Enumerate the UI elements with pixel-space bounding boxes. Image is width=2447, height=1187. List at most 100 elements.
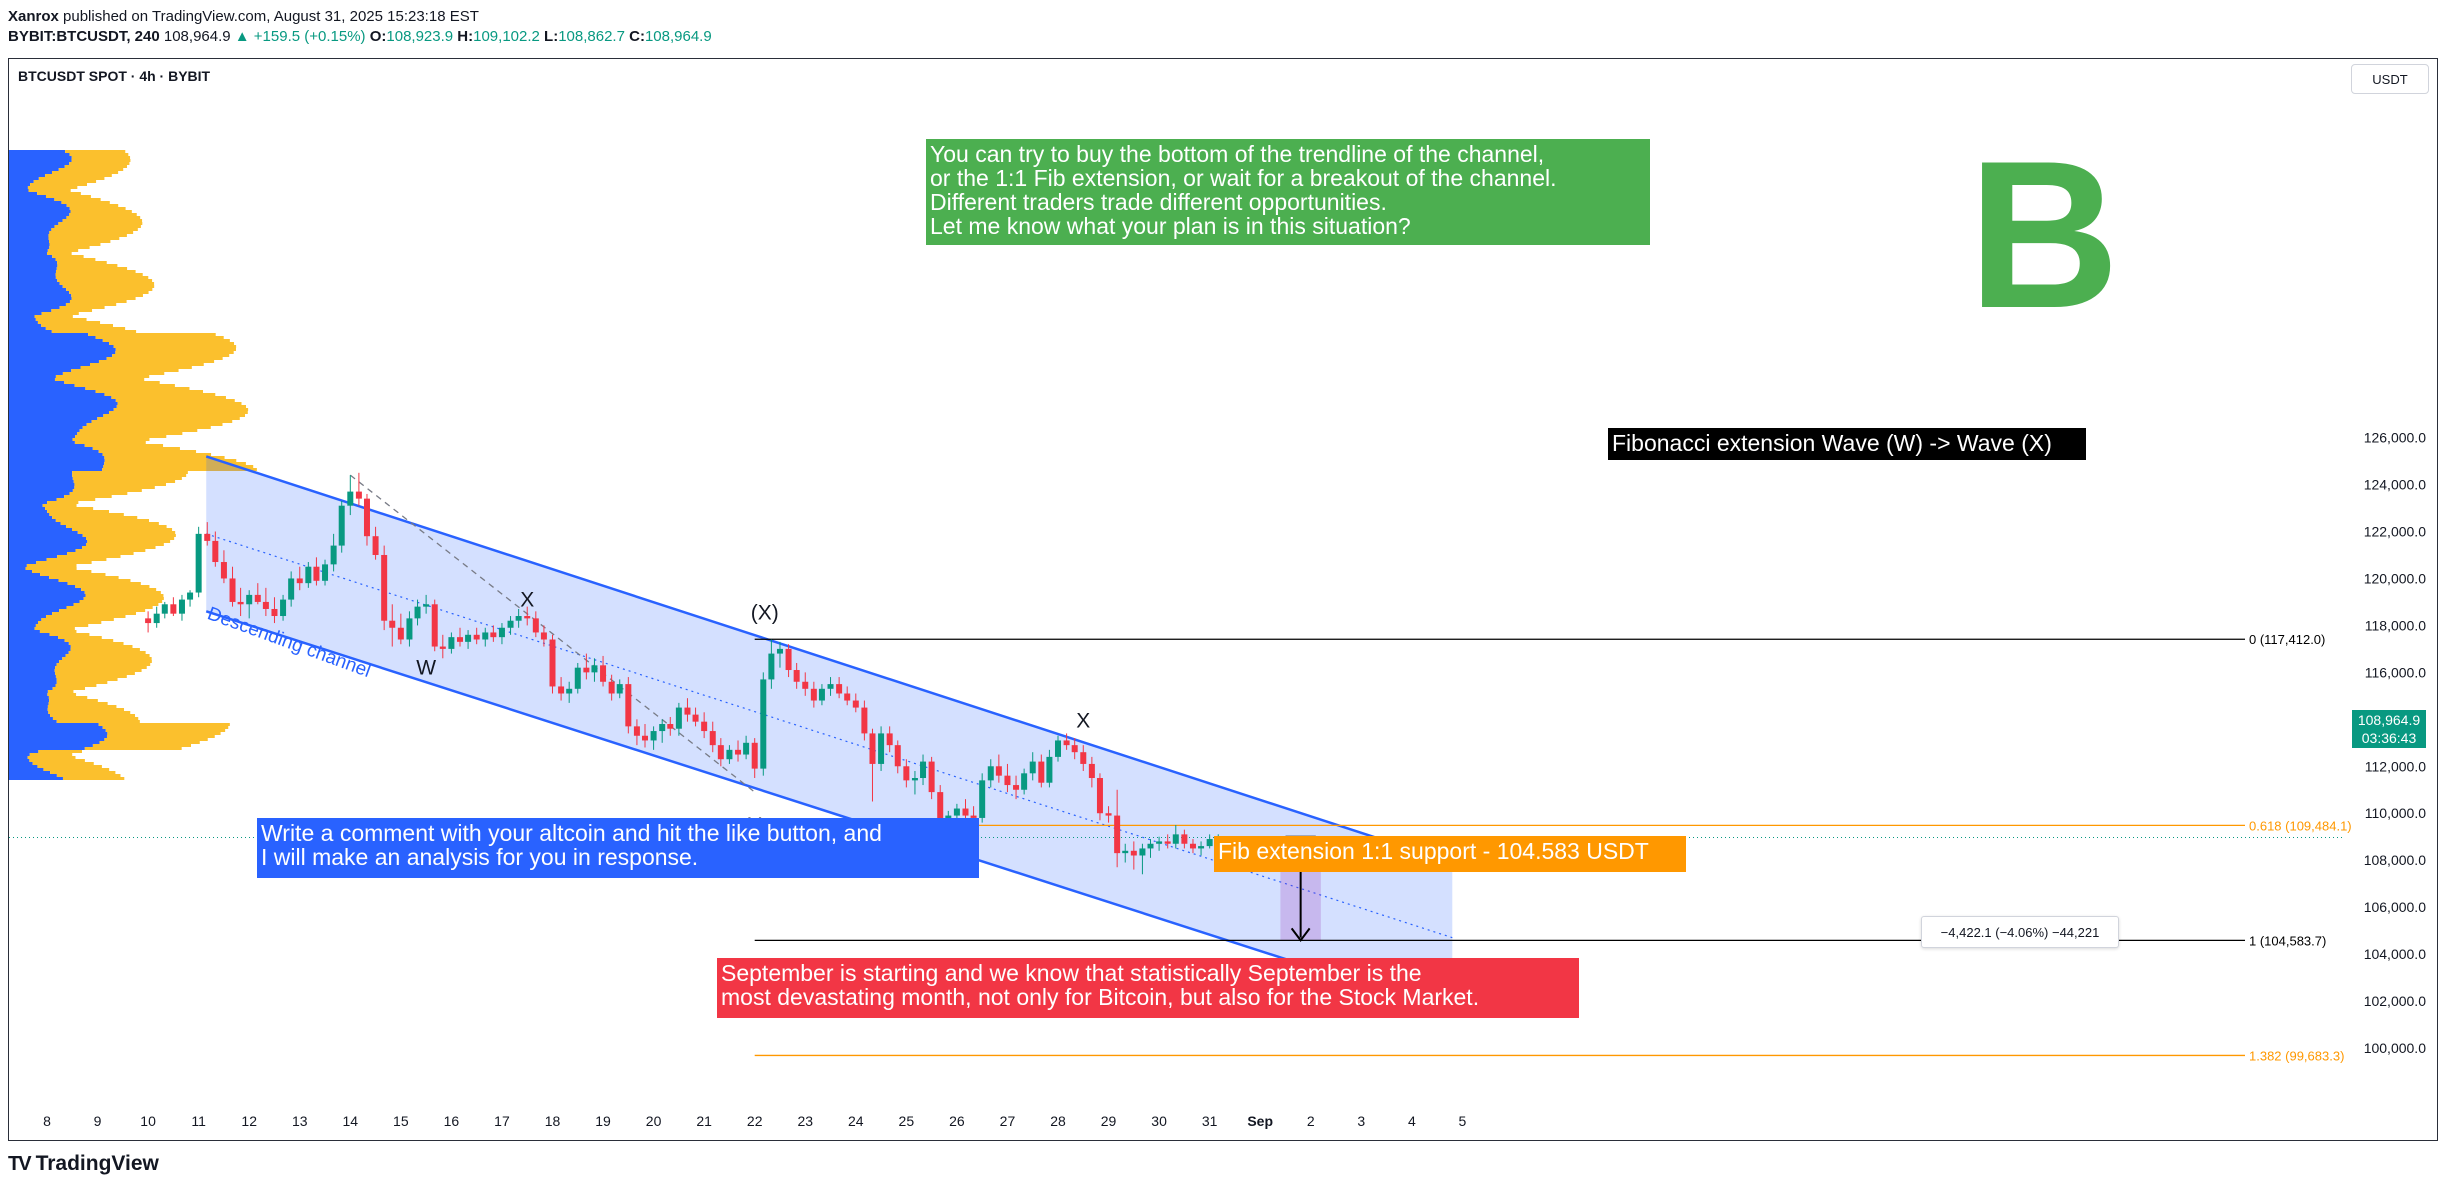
candle-body bbox=[625, 684, 632, 727]
volume-profile-bar bbox=[9, 261, 58, 264]
volume-profile-bar bbox=[37, 621, 102, 624]
candle-body bbox=[1080, 752, 1087, 764]
volume-profile-bar bbox=[28, 189, 71, 192]
volume-profile-bar bbox=[9, 612, 53, 615]
volume-profile-bar bbox=[9, 408, 114, 411]
volume-profile-bar bbox=[9, 561, 37, 564]
volume-profile-bar bbox=[116, 405, 246, 408]
publisher-name[interactable]: Xanrox bbox=[8, 8, 59, 25]
volume-profile-bar bbox=[30, 183, 87, 186]
volume-profile-bar bbox=[47, 252, 72, 255]
volume-profile-bar bbox=[48, 696, 88, 699]
candle-body bbox=[305, 566, 312, 584]
volume-profile-bar bbox=[65, 303, 117, 306]
volume-profile-bar bbox=[9, 300, 70, 303]
volume-profile-bar bbox=[9, 759, 30, 762]
volume-profile-bar bbox=[34, 627, 75, 630]
note-fib-support: Fib extension 1:1 support - 104.583 USDT bbox=[1214, 836, 1686, 872]
candle-body bbox=[642, 735, 649, 741]
time-tick-label: Sep bbox=[1247, 1113, 1273, 1129]
currency-selector[interactable]: USDT bbox=[2351, 64, 2429, 94]
volume-profile-bar bbox=[9, 570, 33, 573]
ohlc-line: BYBIT:BTCUSDT, 240 108,964.9 ▲ +159.5 (+… bbox=[8, 28, 712, 45]
volume-profile-bar bbox=[9, 723, 99, 726]
publish-info: Xanrox published on TradingView.com, Aug… bbox=[8, 8, 479, 25]
candle-body bbox=[583, 667, 590, 673]
note-red: September is starting and we know that s… bbox=[717, 958, 1579, 1018]
volume-profile-bar bbox=[9, 219, 63, 222]
volume-profile-bar bbox=[113, 345, 237, 348]
tradingview-footer[interactable]: TV TradingView bbox=[8, 1152, 159, 1176]
volume-profile-bar bbox=[9, 327, 46, 330]
volume-profile-bar bbox=[9, 708, 48, 711]
tradingview-logo: TV bbox=[8, 1152, 32, 1175]
volume-profile-bar bbox=[9, 687, 53, 690]
volume-profile-bar bbox=[43, 768, 110, 771]
volume-profile-bar bbox=[9, 201, 62, 204]
close-value: 108,964.9 bbox=[644, 28, 712, 45]
volume-profile-bar bbox=[9, 369, 72, 372]
volume-profile-bar bbox=[47, 708, 125, 711]
candle-body bbox=[836, 684, 843, 694]
volume-profile-bar bbox=[9, 765, 38, 768]
volume-profile-bar bbox=[9, 594, 86, 597]
candle-body bbox=[987, 766, 994, 781]
volume-profile-bar bbox=[47, 510, 110, 513]
volume-profile-bar bbox=[9, 177, 39, 180]
candle-body bbox=[920, 761, 927, 779]
volume-profile-bar bbox=[9, 528, 72, 531]
volume-profile-bar bbox=[82, 426, 211, 429]
volume-profile-bar bbox=[9, 771, 51, 774]
time-tick-label: 5 bbox=[1459, 1113, 1467, 1129]
volume-profile-bar bbox=[9, 189, 29, 192]
volume-profile-bar bbox=[9, 726, 103, 729]
volume-profile-bar bbox=[66, 288, 153, 291]
volume-profile-bar bbox=[38, 750, 82, 753]
candle-body bbox=[170, 604, 177, 614]
volume-profile-bar bbox=[9, 762, 33, 765]
volume-profile-bar bbox=[9, 411, 110, 414]
candle-body bbox=[903, 766, 910, 781]
volume-profile-bar bbox=[9, 375, 56, 378]
time-tick-label: 24 bbox=[848, 1113, 864, 1129]
candle-body bbox=[684, 707, 691, 715]
candle-body bbox=[574, 667, 581, 689]
volume-profile-bar bbox=[9, 588, 82, 591]
candle-body bbox=[532, 618, 539, 633]
volume-profile-bar bbox=[9, 516, 53, 519]
volume-profile-bar bbox=[48, 711, 131, 714]
volume-profile-bar bbox=[9, 648, 71, 651]
volume-profile-bar bbox=[25, 567, 77, 570]
volume-profile-bar bbox=[77, 531, 176, 534]
volume-profile-bar bbox=[9, 231, 50, 234]
volume-profile-bar bbox=[36, 561, 92, 564]
volume-profile-bar bbox=[9, 252, 48, 255]
volume-profile-bar bbox=[115, 399, 235, 402]
volume-profile-bar bbox=[9, 465, 104, 468]
volume-profile-bar bbox=[9, 582, 68, 585]
volume-profile-bar bbox=[9, 573, 41, 576]
volume-profile-bar bbox=[62, 219, 143, 222]
note-fib-extension: Fibonacci extension Wave (W) -> Wave (X) bbox=[1608, 428, 2086, 460]
candle-body bbox=[608, 681, 615, 694]
volume-profile-bar bbox=[9, 732, 108, 735]
candle-body bbox=[827, 684, 834, 689]
volume-profile-bar bbox=[9, 453, 103, 456]
volume-profile-bar bbox=[9, 645, 71, 648]
candle-body bbox=[1181, 834, 1188, 844]
volume-profile-bar bbox=[74, 384, 175, 387]
volume-profile-bar bbox=[72, 438, 150, 441]
price-tick-label: 104,000.0 bbox=[2364, 946, 2426, 962]
volume-profile-bar bbox=[82, 534, 176, 537]
volume-profile-bar bbox=[9, 150, 66, 153]
price-tick-label: 110,000.0 bbox=[2365, 805, 2426, 821]
volume-profile-bar bbox=[69, 213, 137, 216]
volume-profile-bar bbox=[9, 459, 105, 462]
candle-body bbox=[397, 627, 404, 640]
candle-body bbox=[1114, 815, 1121, 854]
volume-profile-bar bbox=[9, 627, 35, 630]
volume-profile-bar bbox=[70, 210, 132, 213]
volume-profile-bar bbox=[86, 537, 175, 540]
candle-body bbox=[937, 792, 944, 825]
